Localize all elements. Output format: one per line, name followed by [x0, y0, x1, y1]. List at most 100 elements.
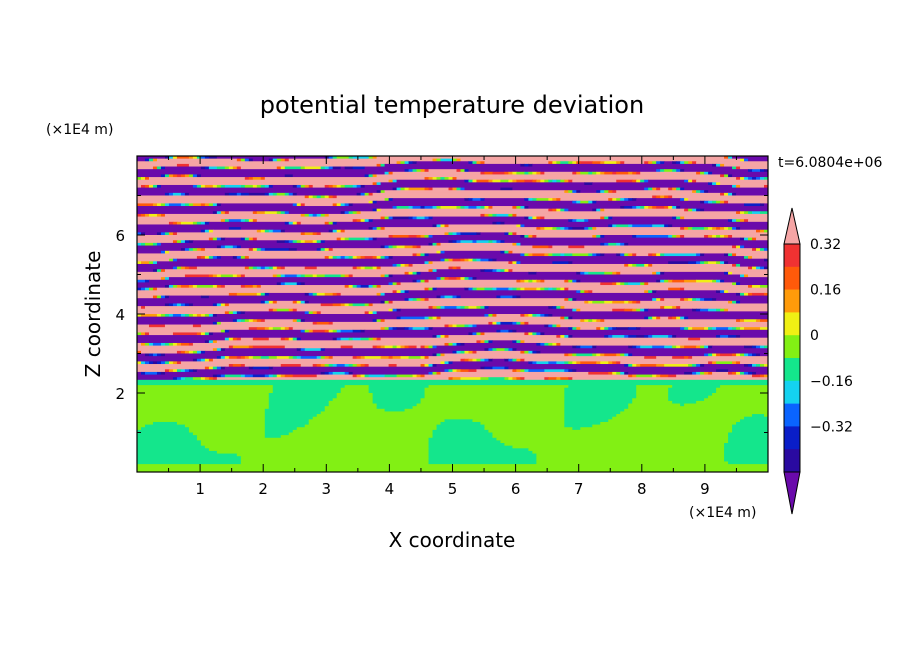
heatmap-cell — [432, 187, 450, 191]
heatmap-cell — [328, 371, 334, 376]
heatmap-cell — [652, 290, 657, 294]
heatmap-cell — [424, 356, 430, 360]
heatmap-cell — [464, 169, 470, 173]
heatmap-cell — [432, 235, 521, 239]
heatmap-cell — [368, 200, 374, 204]
heatmap-cell — [284, 337, 290, 341]
heatmap-cell — [764, 266, 768, 270]
heatmap-cell — [376, 200, 573, 204]
heatmap-cell — [312, 329, 326, 334]
heatmap-cell — [600, 319, 605, 323]
heatmap-cell — [716, 387, 768, 391]
heatmap-cell — [312, 232, 318, 236]
heatmap-cell — [384, 408, 406, 413]
heatmap-cell — [137, 403, 270, 407]
heatmap-cell — [140, 371, 146, 376]
heatmap-cell — [688, 327, 693, 331]
heatmap-cell — [436, 177, 442, 181]
heatmap-cell — [328, 400, 374, 405]
heatmap-cell — [568, 377, 573, 381]
heatmap-cell — [604, 190, 609, 194]
heatmap-cell — [144, 279, 150, 283]
heatmap-cell — [572, 227, 585, 231]
heatmap-cell — [444, 232, 450, 236]
heatmap-cell — [652, 298, 657, 302]
heatmap-cell — [137, 235, 390, 239]
heatmap-cell — [156, 295, 162, 299]
heatmap-cell — [740, 219, 745, 223]
heatmap-cell — [164, 250, 170, 255]
heatmap-cell — [200, 332, 206, 336]
heatmap-cell — [344, 237, 350, 241]
heatmap-cell — [137, 256, 198, 260]
heatmap-cell — [340, 387, 370, 391]
heatmap-cell — [440, 258, 446, 262]
heatmap-cell — [200, 184, 206, 189]
heatmap-cell — [160, 295, 166, 299]
heatmap-cell — [584, 219, 589, 223]
heatmap-cell — [576, 308, 581, 312]
heatmap-cell — [720, 308, 725, 312]
heatmap-cell — [708, 235, 713, 239]
heatmap-cell — [756, 371, 768, 376]
heatmap-cell — [660, 271, 665, 276]
heatmap-cell — [268, 158, 274, 162]
heatmap-cell — [468, 358, 474, 362]
heatmap-cell — [684, 216, 768, 220]
heatmap-cell — [348, 203, 354, 207]
heatmap-cell — [564, 424, 593, 428]
heatmap-cell — [172, 232, 178, 236]
heatmap-cell — [684, 179, 689, 183]
heatmap-cell — [456, 169, 462, 173]
heatmap-cell — [380, 256, 386, 260]
heatmap-cell — [332, 371, 346, 376]
heatmap-cell — [716, 279, 721, 283]
heatmap-cell — [240, 319, 246, 323]
heatmap-cell — [137, 195, 306, 199]
heatmap-cell — [216, 237, 222, 241]
heatmap-cell — [484, 171, 494, 176]
heatmap-cell — [200, 358, 206, 362]
heatmap-cell — [284, 274, 298, 278]
heatmap-cell — [164, 342, 170, 347]
heatmap-cell — [504, 348, 510, 352]
heatmap-cell — [736, 253, 768, 257]
heatmap-cell — [244, 311, 306, 315]
heatmap-cell — [164, 314, 170, 318]
heatmap-cell — [736, 282, 741, 286]
heatmap-cell — [736, 353, 741, 357]
heatmap-cell — [296, 203, 302, 207]
heatmap-cell — [404, 187, 410, 191]
heatmap-cell — [432, 158, 438, 162]
heatmap-cell — [628, 253, 633, 257]
heatmap-cell — [536, 279, 541, 283]
heatmap-cell — [336, 221, 494, 226]
heatmap-cell — [252, 356, 262, 360]
heatmap-cell — [412, 406, 565, 410]
heatmap-cell — [356, 266, 362, 270]
heatmap-cell — [444, 369, 450, 373]
heatmap-cell — [612, 224, 617, 228]
heatmap-cell — [296, 221, 302, 226]
heatmap-cell — [564, 335, 569, 339]
heatmap-cell — [388, 256, 394, 260]
heatmap-cell — [448, 224, 517, 228]
heatmap-cell — [192, 303, 214, 307]
heatmap-cell — [560, 306, 565, 310]
heatmap-cell — [236, 192, 242, 197]
heatmap-cell — [200, 314, 206, 318]
heatmap-cell — [588, 171, 593, 176]
heatmap-cell — [244, 237, 250, 241]
heatmap-cell — [684, 279, 697, 283]
heatmap-cell — [504, 377, 510, 381]
heatmap-cell — [732, 361, 737, 365]
heatmap-cell — [520, 358, 525, 362]
heatmap-cell — [176, 156, 190, 160]
heatmap-cell — [612, 282, 617, 286]
heatmap-cell — [312, 416, 565, 420]
heatmap-cell — [368, 303, 374, 307]
heatmap-cell — [716, 335, 721, 339]
heatmap-cell — [137, 398, 270, 402]
heatmap-cell — [248, 256, 326, 260]
heatmap-cell — [712, 235, 717, 239]
